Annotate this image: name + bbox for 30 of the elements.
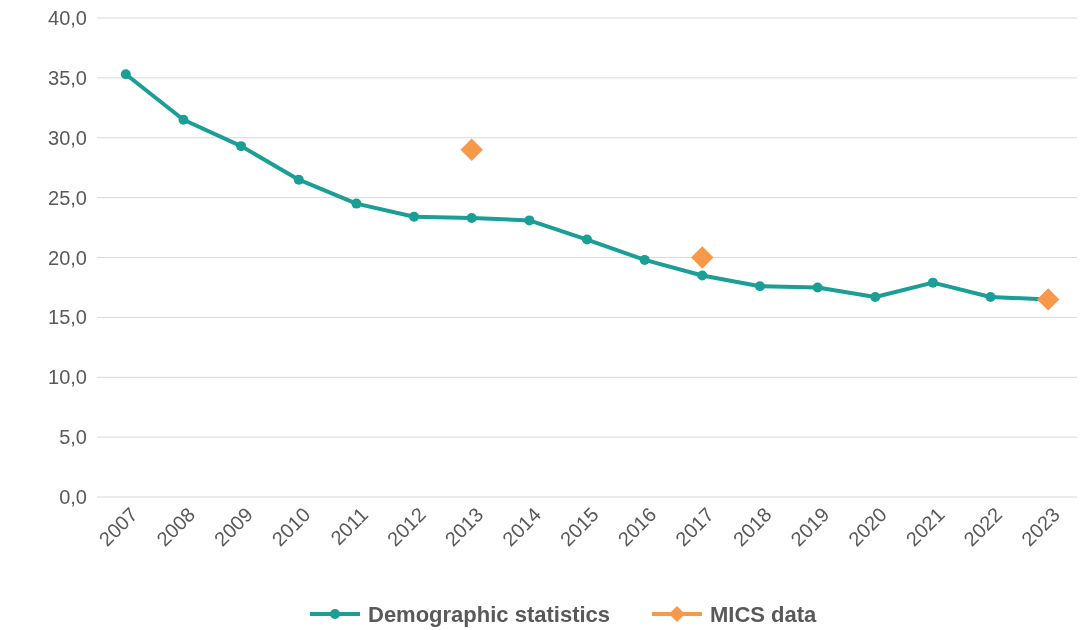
point — [409, 211, 420, 222]
y-tick-label: 10,0 — [48, 366, 87, 389]
y-tick-label: 40,0 — [48, 7, 87, 29]
point — [293, 174, 304, 185]
y-tick-label: 35,0 — [48, 66, 87, 89]
point — [754, 281, 765, 292]
point — [466, 212, 477, 223]
point — [120, 69, 131, 80]
y-tick-label: 20,0 — [48, 246, 87, 269]
point — [927, 277, 938, 288]
y-tick-label: 25,0 — [48, 186, 87, 209]
legend-label: MICS data — [710, 601, 818, 627]
point — [1036, 288, 1060, 311]
point — [524, 215, 535, 226]
point — [639, 254, 650, 265]
point — [985, 292, 996, 303]
point — [870, 292, 881, 303]
point — [178, 114, 189, 125]
y-tick-label: 15,0 — [48, 306, 87, 329]
point — [351, 198, 362, 209]
legend-label: Demographic statistics — [368, 601, 611, 627]
point — [812, 282, 823, 293]
point — [582, 234, 592, 245]
point — [691, 246, 714, 269]
point — [236, 141, 247, 152]
y-tick-label: 5,0 — [59, 426, 87, 449]
y-tick-label: 0,0 — [59, 486, 87, 508]
point — [697, 270, 708, 281]
point — [460, 138, 483, 161]
y-tick-label: 30,0 — [48, 126, 87, 149]
